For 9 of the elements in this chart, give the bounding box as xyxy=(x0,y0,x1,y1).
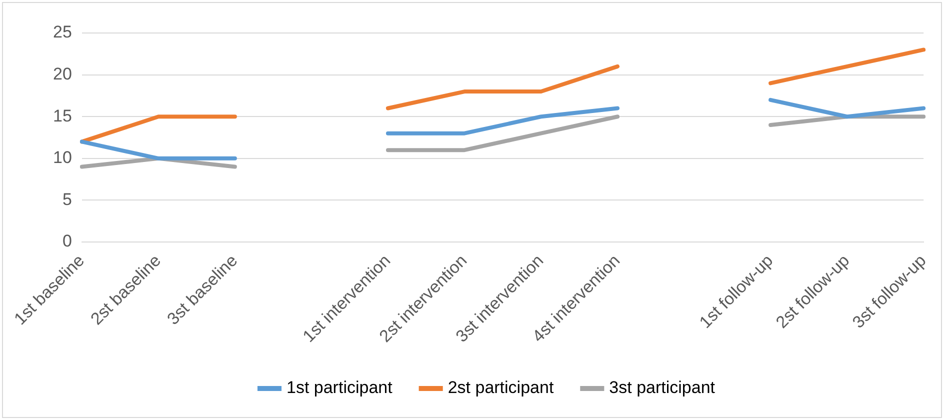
legend-label: 3st participant xyxy=(609,378,716,398)
y-tick-label: 10 xyxy=(52,148,72,168)
y-tick-label: 25 xyxy=(52,22,72,42)
y-tick-label: 0 xyxy=(62,232,72,251)
y-tick-label: 5 xyxy=(62,190,72,209)
y-tick-label: 15 xyxy=(52,106,72,126)
legend-label: 2st participant xyxy=(448,378,554,398)
legend-label: 1st participant xyxy=(286,378,393,398)
y-tick-label: 20 xyxy=(52,64,72,84)
